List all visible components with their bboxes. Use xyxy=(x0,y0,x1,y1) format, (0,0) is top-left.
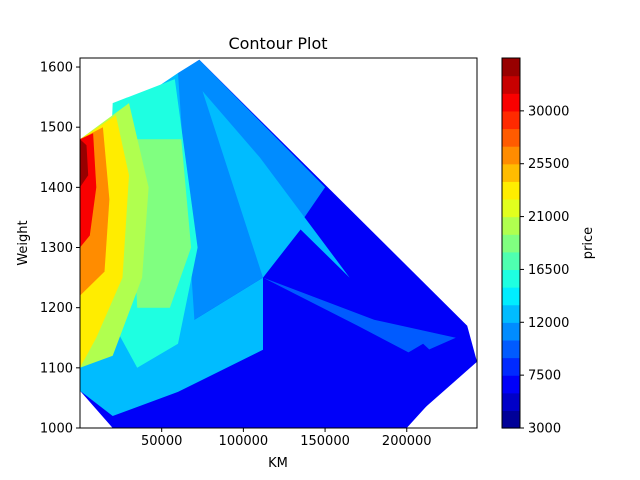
colorbar xyxy=(501,57,521,429)
contour-region-3 xyxy=(263,277,456,356)
chart-title: Contour Plot xyxy=(228,34,327,53)
colorbar-band xyxy=(502,93,520,112)
x-tick-label: 100000 xyxy=(219,434,269,449)
x-tick-label: 200000 xyxy=(382,434,432,449)
y-tick-label: 1000 xyxy=(40,422,73,437)
y-axis: 1000 1100 1200 1300 1400 1500 1600 xyxy=(40,61,80,437)
colorbar-tick-label: 16500 xyxy=(528,263,569,278)
colorbar-band xyxy=(502,392,520,411)
contour-region-13 xyxy=(341,343,456,428)
colorbar-band xyxy=(502,410,520,429)
plot-area xyxy=(80,59,477,428)
y-tick-label: 1100 xyxy=(40,361,73,376)
contour-region-2 xyxy=(202,91,350,278)
x-axis-label: KM xyxy=(268,456,288,471)
colorbar-axis: 3000 7500 12000 16500 21000 25500 30000 xyxy=(520,104,569,437)
colorbar-band xyxy=(502,75,520,94)
contour-region-12 xyxy=(263,289,407,428)
colorbar-band xyxy=(502,128,520,147)
colorbar-band xyxy=(502,163,520,182)
y-tick-label: 1200 xyxy=(40,301,73,316)
colorbar-band xyxy=(502,234,520,253)
colorbar-band xyxy=(502,287,520,306)
colorbar-band xyxy=(502,181,520,200)
colorbar-band xyxy=(502,251,520,271)
y-axis-label: Weight xyxy=(16,220,31,265)
colorbar-band xyxy=(502,375,520,394)
colorbar-band xyxy=(502,216,520,235)
colorbar-tick-label: 3000 xyxy=(528,422,561,437)
x-tick-label: 50000 xyxy=(141,434,182,449)
colorbar-frame xyxy=(501,57,521,429)
x-tick-label: 150000 xyxy=(300,434,350,449)
contour-region-11 xyxy=(80,139,89,188)
colorbar-band xyxy=(502,339,520,359)
y-tick-label: 1500 xyxy=(40,121,73,136)
colorbar-band xyxy=(502,322,520,341)
colorbar-band xyxy=(502,357,520,376)
y-tick-label: 1300 xyxy=(40,241,73,256)
colorbar-tick-label: 21000 xyxy=(528,210,569,225)
colorbar-band xyxy=(502,304,520,323)
colorbar-tick-label: 12000 xyxy=(528,316,569,331)
x-axis: 50000 100000 150000 200000 xyxy=(141,428,432,449)
colorbar-tick-label: 7500 xyxy=(528,369,561,384)
colorbar-band xyxy=(502,146,520,165)
colorbar-band xyxy=(502,110,520,130)
plot-frame xyxy=(79,57,478,429)
y-tick-label: 1400 xyxy=(40,181,73,196)
y-tick-label: 1600 xyxy=(40,61,73,76)
colorbar-band xyxy=(502,198,520,218)
colorbar-label: price xyxy=(581,227,596,259)
colorbar-band xyxy=(502,58,520,77)
colorbar-band xyxy=(502,269,520,288)
colorbar-tick-label: 25500 xyxy=(528,157,569,172)
colorbar-tick-label: 30000 xyxy=(528,104,569,119)
